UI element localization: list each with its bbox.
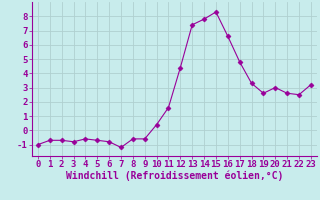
- X-axis label: Windchill (Refroidissement éolien,°C): Windchill (Refroidissement éolien,°C): [66, 171, 283, 181]
